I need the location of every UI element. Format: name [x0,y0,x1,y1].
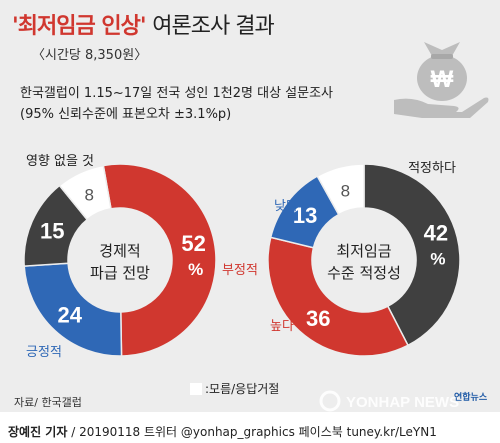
legend-swatch-no-response [190,383,202,395]
legend-label: :모름/응답거절 [205,382,280,396]
value-label-0-1: 24 [58,302,83,327]
infographic-panel: '최저임금 인상' 여론조사 결과 〈시간당 8,350원〉 한국갤럽이 1.1… [0,0,500,412]
value-label-1-1: 36 [306,306,330,331]
footer-credit: 장예진 기자 / 20190118 트위터 @yonhap_graphics 페… [8,423,437,440]
value-label-0-3: 8 [85,186,94,205]
subtitle: 〈시간당 8,350원〉 [32,48,148,63]
donut-slice-1-0 [363,163,461,347]
center-title-1-1: 수준 적정성 [327,264,401,282]
category-label-0-2: 영향 없을 것 [26,154,94,169]
survey-description: 한국갤럽이 1.15~17일 전국 성인 1천2명 대상 설문조사 [20,86,333,101]
value-percent-0-0: % [188,260,203,279]
survey-margin-note: (95% 신뢰수준에 표본오차 ±3.1%p) [20,107,232,122]
won-symbol: ₩ [431,66,454,93]
category-label-0-1: 긍정적 [26,345,62,360]
center-title-1-0: 최저임금 [336,242,391,260]
value-label-1-2: 13 [293,203,317,228]
source-note: 자료/ 한국갤럽 [14,396,82,409]
hand-money-bag-icon: ₩ [394,42,489,118]
title-rest: 여론조사 결과 [152,14,274,39]
footer-links: / 20190118 트위터 @yonhap_graphics 페이스북 tun… [67,425,437,439]
footer-author: 장예진 기자 [8,425,68,439]
center-title-0-0: 경제적 [99,242,140,260]
page-title: '최저임금 인상' 여론조사 결과 [12,8,275,40]
value-label-1-0: 42 [424,221,448,246]
yonhap-logo: YONHAP NEWS 연합뉴스 [319,390,488,412]
value-percent-1-0: % [430,250,445,269]
category-label-0-0: 부정적 [222,263,258,278]
logo-text-en: YONHAP NEWS [346,394,459,411]
donut-slice-1-1 [267,236,410,357]
legend: :모름/응답거절 [190,380,279,397]
category-label-1-2: 낮다 [274,199,298,214]
donut-slice-1-3 [316,163,365,216]
value-label-0-2: 15 [40,218,64,243]
center-title-0-1: 파급 전망 [90,264,150,282]
value-label-0-0: 52 [181,231,205,256]
category-label-1-1: 높다 [270,319,294,334]
title-highlight: '최저임금 인상' [12,14,147,39]
donut-slice-0-0 [102,163,217,357]
logo-text-ko: 연합뉴스 [454,391,488,403]
category-label-1-0: 적정하다 [408,161,456,176]
value-label-1-3: 8 [341,181,350,200]
donut-slice-0-3 [58,164,112,221]
